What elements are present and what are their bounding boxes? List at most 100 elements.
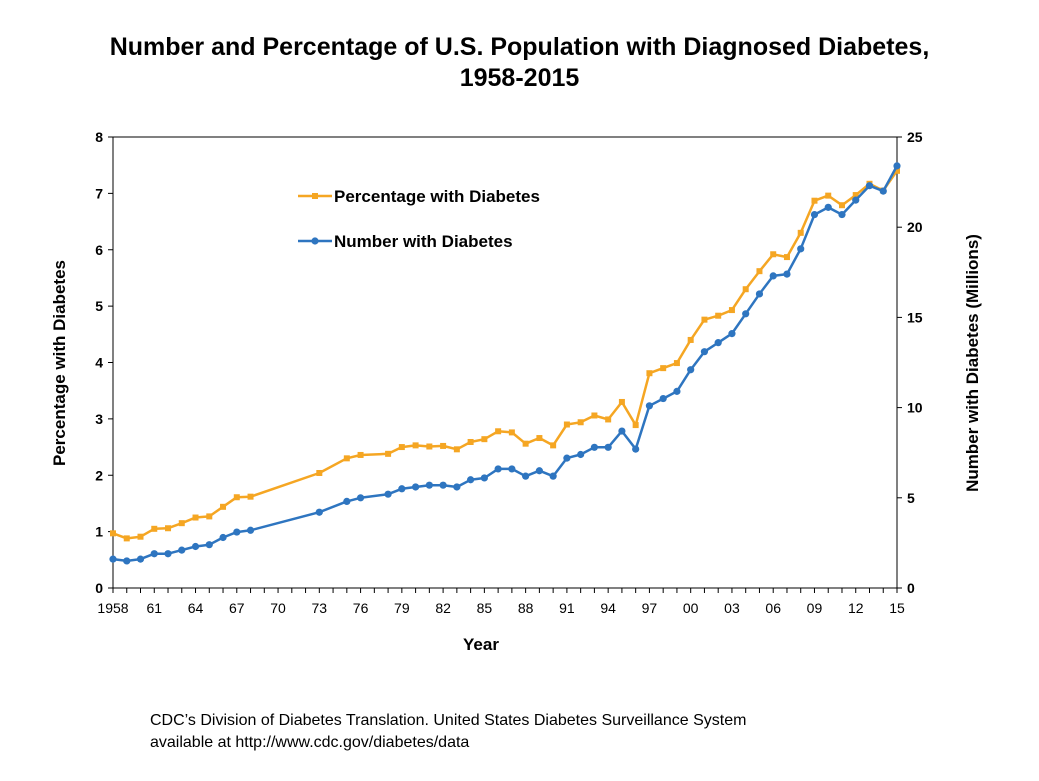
- y-tick-label-left: 0: [95, 580, 103, 596]
- y-tick-label-right: 5: [907, 490, 915, 506]
- data-point-number: [508, 465, 516, 473]
- data-point-percentage: [770, 251, 777, 258]
- data-point-percentage: [426, 443, 433, 450]
- data-point-number: [824, 203, 832, 211]
- data-point-number: [783, 270, 791, 278]
- data-point-number: [838, 210, 846, 219]
- data-point-percentage: [715, 312, 722, 319]
- x-tick-label: 85: [477, 600, 493, 616]
- data-point-number: [398, 485, 406, 493]
- data-point-number: [852, 196, 860, 204]
- data-point-percentage: [316, 469, 323, 476]
- data-point-percentage: [852, 192, 859, 199]
- data-point-number: [356, 494, 365, 502]
- data-point-percentage: [357, 451, 364, 458]
- data-point-percentage: [137, 533, 144, 540]
- data-point-number: [233, 528, 241, 536]
- x-tick-label: 15: [889, 600, 905, 616]
- data-point-percentage: [495, 428, 502, 435]
- data-point-percentage: [508, 429, 515, 436]
- data-point-percentage: [563, 421, 570, 428]
- data-point-percentage: [178, 520, 185, 527]
- y-tick-label-left: 2: [95, 467, 103, 483]
- data-point-percentage: [192, 514, 199, 521]
- data-point-number: [577, 450, 585, 459]
- x-tick-label: 06: [765, 600, 781, 616]
- x-tick-label: 73: [312, 600, 328, 616]
- x-tick-label: 88: [518, 600, 534, 616]
- data-point-percentage: [673, 360, 680, 367]
- series-line: [112, 165, 899, 563]
- data-point-percentage: [797, 229, 804, 236]
- y-tick-label-left: 5: [95, 298, 103, 314]
- y-axis-title-left: Percentage with Diabetes: [50, 260, 69, 466]
- data-point-number: [645, 402, 654, 410]
- data-point-percentage: [618, 398, 625, 405]
- data-point-number: [439, 481, 447, 489]
- x-tick-label: 76: [353, 600, 369, 616]
- data-point-number: [343, 497, 351, 506]
- data-point-percentage: [385, 450, 392, 457]
- data-point-percentage: [123, 535, 130, 542]
- data-point-number: [797, 245, 805, 253]
- chart-title-line2: 1958-2015: [459, 64, 580, 92]
- data-point-percentage: [536, 435, 543, 442]
- data-point-number: [219, 533, 227, 542]
- chart-title: Number and Percentage of U.S. Population…: [0, 32, 1039, 94]
- data-point-number: [453, 483, 461, 491]
- y-tick-label-right: 15: [907, 309, 923, 325]
- series-number-with-diabetes: [109, 162, 901, 565]
- y-tick-label-left: 6: [95, 242, 103, 258]
- x-tick-label: 1958: [97, 600, 128, 616]
- legend-item-percentage: Percentage with Diabetes: [298, 187, 540, 206]
- data-point-number: [865, 182, 874, 190]
- y-tick-label-left: 4: [95, 355, 103, 371]
- data-point-percentage: [412, 442, 419, 449]
- data-point-percentage: [632, 422, 639, 429]
- data-point-number: [700, 348, 709, 356]
- data-point-number: [150, 550, 158, 558]
- data-point-percentage: [481, 436, 488, 443]
- chart-title-line1: Number and Percentage of U.S. Population…: [109, 33, 930, 61]
- data-point-percentage: [605, 416, 612, 423]
- data-point-percentage: [577, 419, 584, 426]
- data-point-number: [769, 272, 777, 280]
- data-point-number: [246, 526, 255, 534]
- data-point-percentage: [440, 442, 447, 449]
- x-tick-label: 61: [146, 600, 162, 616]
- x-tick-label: 12: [848, 600, 864, 616]
- data-point-percentage: [838, 202, 845, 209]
- data-point-percentage: [110, 530, 116, 537]
- data-point-percentage: [687, 336, 694, 343]
- x-tick-label: 91: [559, 600, 575, 616]
- data-point-percentage: [742, 286, 749, 293]
- series-lines: [109, 162, 901, 565]
- data-point-percentage: [646, 370, 653, 377]
- data-point-percentage: [398, 444, 405, 451]
- x-tick-label: 70: [270, 600, 286, 616]
- data-point-number: [480, 474, 488, 482]
- data-point-number: [755, 290, 764, 298]
- data-point-number: [205, 541, 213, 549]
- source-note: CDC’s Division of Diabetes Translation. …: [150, 710, 746, 754]
- data-point-percentage: [165, 525, 172, 532]
- y-tick-label-right: 25: [907, 129, 923, 145]
- data-point-number: [522, 472, 530, 480]
- data-point-number: [109, 555, 117, 563]
- data-point-number: [315, 508, 323, 516]
- data-point-number: [549, 472, 557, 480]
- data-point-number: [136, 555, 145, 563]
- data-point-percentage: [811, 197, 818, 204]
- source-line-2: available at http://www.cdc.gov/diabetes…: [150, 734, 470, 751]
- data-point-number: [810, 210, 819, 219]
- x-tick-label: 64: [188, 600, 204, 616]
- series-line: [112, 170, 899, 540]
- data-point-percentage: [591, 412, 598, 419]
- data-point-number: [384, 490, 392, 498]
- x-axis-title: Year: [463, 635, 499, 654]
- x-tick-label: 82: [435, 600, 451, 616]
- data-point-percentage: [756, 268, 763, 275]
- data-point-number: [563, 454, 571, 462]
- x-tick-label: 94: [600, 600, 616, 616]
